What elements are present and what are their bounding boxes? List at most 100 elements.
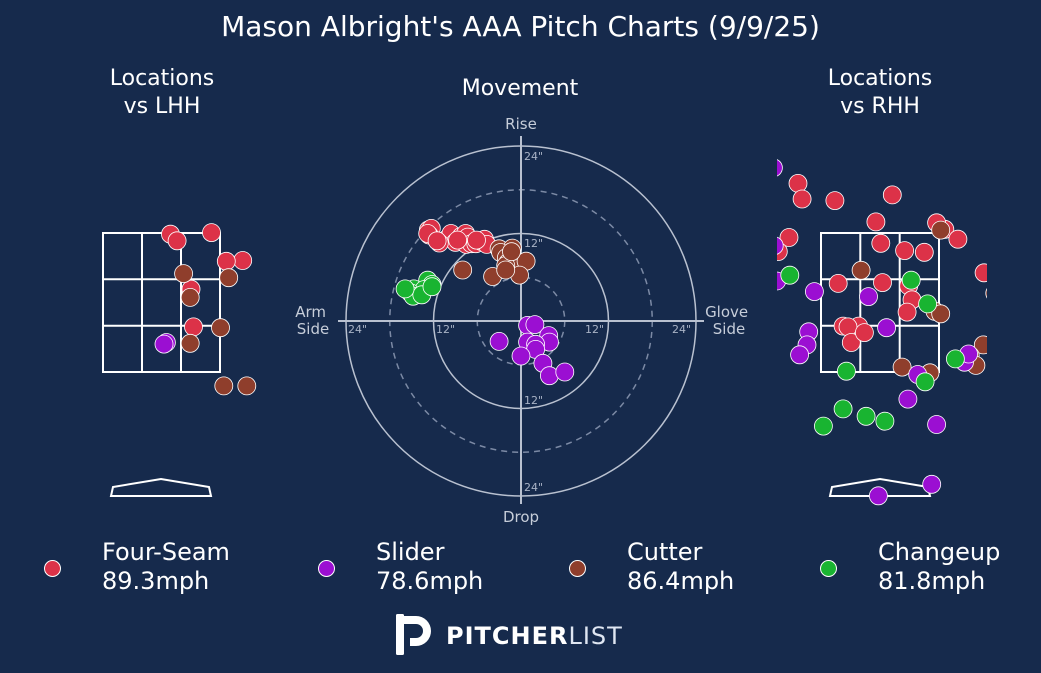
rhh-point-four-seam-10 [755,240,773,258]
rhh-point-slider-43 [877,318,896,338]
rhh-point-cutter-28 [851,260,871,280]
legend-label-slider: Slider 78.6mph [376,538,483,596]
movement-point-slider-49 [511,346,531,366]
rhh-point-four-seam-5 [866,212,886,232]
lhh-point-four-seam-0 [202,223,221,243]
rhh-point-four-seam-18 [873,273,892,293]
movement-point-slider-43 [525,315,545,335]
movement-point-four-seam-18 [467,230,486,250]
brand-light: LIST [568,622,623,650]
legend-speed-four-seam: 89.3mph [102,567,210,595]
movement-point-cutter-32 [453,260,473,280]
ring-label-left-12: 12" [436,323,455,336]
axis-label-bottom: Drop [503,508,539,526]
rhh-point-slider-45 [790,345,809,365]
axis-label-right: Glove Side [705,303,753,338]
rhh-panel [732,97,987,506]
legend-speed-changeup: 81.8mph [878,567,986,595]
legend-marker-slider [318,560,335,577]
brand-bold: PITCHER [446,622,569,650]
movement-point-slider-53 [489,331,509,351]
movement-point-changeup-40 [422,277,442,297]
rhh-point-slider-53 [869,486,888,506]
axis-label-left: Arm Side [295,303,331,338]
rhh-point-four-seam-9 [732,215,750,233]
movement-point-cutter-31 [496,260,516,280]
lhh-point-cutter-9 [219,268,239,288]
rhh-point-cutter-31 [985,288,987,299]
lhh-panel [102,223,257,497]
legend-marker-four-seam [44,560,61,577]
home-plate-rhh [828,477,932,497]
rhh-point-slider-41 [859,287,878,307]
rhh-point-changeup-56 [901,270,921,290]
lhh-point-cutter-13 [237,376,257,396]
ring-label-left-24: 24" [348,323,367,336]
rhh-point-four-seam-14 [895,241,914,261]
rhh-point-cutter-27 [931,220,951,240]
movement-point-slider-51 [540,366,559,386]
chart-title: Mason Albright's AAA Pitch Charts (9/9/2… [221,10,820,43]
lhh-point-four-seam-2 [167,231,187,251]
movement-point-changeup-41 [395,279,415,299]
movement-panel: Rise Drop Arm Side Glove Side 24" 12" 12… [295,115,753,526]
legend-name-four-seam: Four-Seam [102,538,230,566]
rhh-point-changeup-64 [814,416,833,436]
rhh-point-four-seam-13 [871,233,891,253]
lhh-point-four-seam-3 [233,251,253,270]
axis-label-top: Rise [505,115,537,133]
lhh-point-four-seam-6 [184,317,203,337]
panel-title-movement: Movement [461,76,579,101]
rhh-point-cutter-32 [973,335,987,355]
lhh-point-cutter-7 [174,264,194,284]
legend-label-changeup: Changeup 81.8mph [878,538,1000,596]
ring-label-bottom-12: 12" [524,394,543,407]
rhh-point-slider-52 [922,474,942,494]
rhh-point-changeup-57 [918,294,937,314]
ring-label-right-24: 24" [672,323,691,336]
movement-point-four-seam-17 [448,230,468,250]
rhh-point-four-seam-23 [838,317,858,337]
rhh-point-four-seam-1 [788,173,808,193]
rhh-point-four-seam-15 [914,242,934,262]
rhh-point-four-seam-8 [948,229,968,249]
lhh-point-cutter-10 [211,318,230,338]
rhh-point-four-seam-11 [779,228,799,247]
home-plate-lhh [109,477,213,497]
rhh-point-four-seam-16 [974,263,987,283]
rhh-point-four-seam-25 [855,323,874,343]
pitcherlist-p-icon [396,614,431,655]
lhh-point-cutter-8 [180,287,200,307]
rhh-point-cutter-35 [892,357,912,377]
ring-label-top-12: 12" [524,237,543,250]
rhh-point-slider-54 [732,228,750,246]
rhh-point-changeup-63 [875,411,895,431]
rhh-point-changeup-59 [915,372,935,392]
rhh-point-four-seam-17 [828,273,848,293]
ring-label-right-12: 12" [585,323,604,336]
legend-name-cutter: Cutter [627,538,703,566]
rhh-point-cutter-30 [931,304,951,324]
rhh-point-four-seam-0 [846,97,864,115]
rhh-point-slider-40 [805,282,824,302]
movement-point-four-seam-19 [427,231,447,251]
legend-name-slider: Slider [376,538,445,566]
legend-marker-changeup [820,560,837,577]
rhh-point-slider-38 [777,236,784,255]
pitcherlist-wordmark: PITCHERLIST [446,622,623,650]
rhh-point-changeup-55 [780,265,800,285]
rhh-point-changeup-60 [837,361,856,381]
rhh-point-changeup-61 [833,399,853,419]
rhh-point-four-seam-26 [897,302,917,322]
rhh-point-four-seam-4 [882,185,902,205]
lhh-point-slider-15 [154,334,174,354]
lhh-point-cutter-11 [180,333,200,353]
rhh-point-slider-37 [777,159,783,177]
ring-label-bottom-24: 24" [524,481,543,494]
rhh-point-four-seam-3 [825,191,845,211]
movement-point-slider-52 [555,362,575,382]
legend-speed-slider: 78.6mph [376,567,484,595]
rhh-point-changeup-62 [856,406,876,426]
panel-title-lhh: Locations vs LHH [109,66,215,119]
ring-label-top-24: 24" [524,150,543,163]
